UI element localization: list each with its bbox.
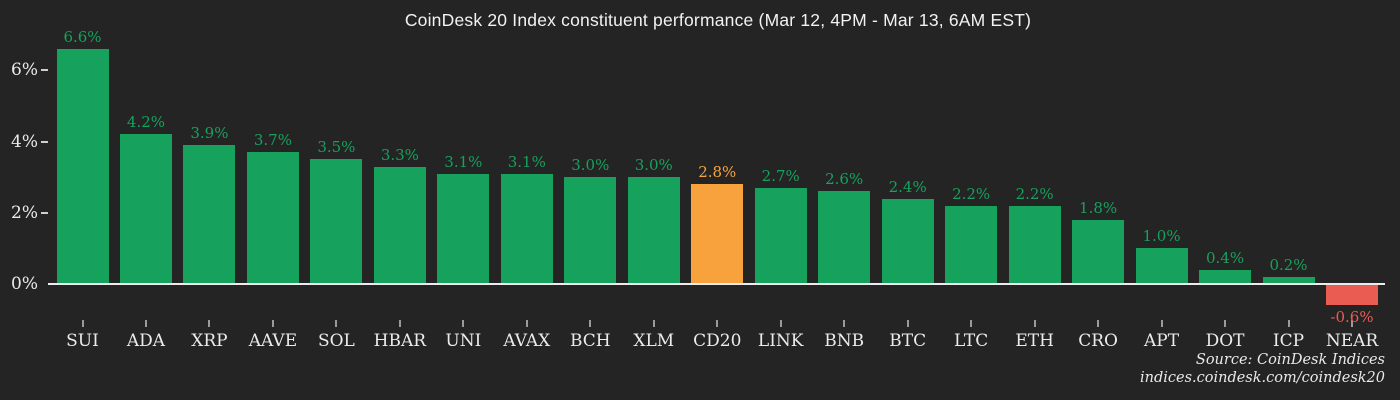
x-tick-mark <box>144 320 147 327</box>
bar-category-label-AAVE: AAVE <box>248 331 298 351</box>
bar-HBAR <box>373 166 426 284</box>
source-line-2: indices.coindesk.com/coindesk20 <box>1139 370 1385 386</box>
bar-category-label-DOT: DOT <box>1205 331 1245 351</box>
chart-title: CoinDesk 20 Index constituent performanc… <box>404 10 1032 30</box>
y-tick-label-6%: 6% <box>11 60 38 81</box>
bar-category-label-UNI: UNI <box>445 331 482 351</box>
x-tick-mark <box>1097 320 1100 327</box>
bar-category-label-CD20: CD20 <box>693 331 742 351</box>
bar-AVAX <box>500 173 553 284</box>
bar-value-label-BCH: 3.0% <box>571 156 610 175</box>
bar-value-label-AAVE: 3.7% <box>253 131 292 150</box>
bar-category-label-SOL: SOL <box>317 331 355 351</box>
bar-SUI <box>56 49 109 284</box>
bar-value-label-XLM: 3.0% <box>634 156 673 175</box>
y-tick-label-4%: 4% <box>11 131 38 152</box>
bar-value-label-CD20: 2.8% <box>698 163 737 182</box>
bar-value-label-NEAR: -0.6% <box>1330 308 1374 327</box>
bar-LINK <box>754 187 807 284</box>
bar-category-label-CRO: CRO <box>1078 331 1118 351</box>
bar-value-label-BTC: 2.4% <box>888 177 927 196</box>
bar-value-label-BNB: 2.6% <box>825 170 864 189</box>
bar-value-label-LINK: 2.7% <box>761 166 800 185</box>
bar-category-label-XRP: XRP <box>191 331 228 351</box>
bar-category-label-NEAR: NEAR <box>1325 331 1379 351</box>
x-tick-mark <box>589 320 592 327</box>
x-tick-mark <box>1351 320 1353 327</box>
bar-value-label-LTC: 2.2% <box>952 184 991 203</box>
bar-CRO <box>1072 219 1125 284</box>
bar-category-label-AVAX: AVAX <box>503 331 551 351</box>
bar-category-label-BCH: BCH <box>569 331 611 351</box>
bar-NEAR <box>1326 284 1378 306</box>
x-tick-mark <box>843 320 846 327</box>
bar-APT <box>1135 248 1188 284</box>
x-tick-mark <box>525 320 528 327</box>
source-line-1: Source: CoinDesk Indices <box>1195 352 1385 368</box>
bar-category-label-LINK: LINK <box>757 331 804 351</box>
bar-SOL <box>310 159 363 284</box>
x-tick-mark <box>906 320 909 327</box>
bar-value-label-ICP: 0.2% <box>1269 255 1308 274</box>
bar-CD20 <box>691 184 744 284</box>
bar-ETH <box>1008 205 1061 284</box>
bar-value-label-CRO: 1.8% <box>1079 198 1118 217</box>
bar-value-label-SOL: 3.5% <box>317 138 356 157</box>
x-tick-mark <box>81 320 84 327</box>
bar-category-label-ICP: ICP <box>1272 331 1305 351</box>
bar-ADA <box>119 134 172 284</box>
bar-ICP <box>1262 276 1315 284</box>
bar-XRP <box>183 145 236 284</box>
x-tick-mark <box>779 320 782 327</box>
bar-value-label-ADA: 4.2% <box>126 113 166 132</box>
bar-category-label-HBAR: HBAR <box>373 331 427 351</box>
bar-value-label-UNI: 3.1% <box>444 152 483 171</box>
bar-BTC <box>881 198 934 284</box>
bar-value-label-ETH: 2.2% <box>1015 184 1054 203</box>
y-tick-mark <box>41 211 48 214</box>
y-tick-label-2%: 2% <box>11 202 38 223</box>
bar-category-label-BNB: BNB <box>824 331 865 351</box>
bar-AAVE <box>246 152 299 284</box>
x-tick-mark <box>716 320 719 327</box>
bar-category-label-ETH: ETH <box>1015 331 1054 351</box>
x-tick-mark <box>208 320 211 327</box>
y-tick-mark <box>41 69 48 72</box>
x-tick-mark <box>462 320 465 327</box>
bar-XLM <box>627 177 680 284</box>
bar-LTC <box>945 205 998 284</box>
x-tick-mark <box>335 320 338 327</box>
bar-value-label-HBAR: 3.3% <box>380 145 419 164</box>
bar-category-label-XLM: XLM <box>633 331 675 351</box>
bar-UNI <box>437 173 490 284</box>
bar-category-label-LTC: LTC <box>954 331 989 351</box>
x-tick-mark <box>1033 320 1036 327</box>
bar-BCH <box>564 177 617 284</box>
bar-value-label-XRP: 3.9% <box>190 124 229 143</box>
x-tick-mark <box>1160 320 1163 327</box>
x-tick-mark <box>970 320 973 327</box>
bar-DOT <box>1199 269 1252 284</box>
x-tick-mark <box>1224 320 1227 327</box>
zero-baseline <box>48 283 1385 285</box>
bar-value-label-DOT: 0.4% <box>1205 248 1245 267</box>
bar-category-label-BTC: BTC <box>889 331 927 351</box>
bar-category-label-APT: APT <box>1144 331 1180 351</box>
x-tick-mark <box>1287 320 1290 327</box>
bar-category-label-ADA: ADA <box>126 331 166 351</box>
source-attribution: Source: CoinDesk Indices indices.coindes… <box>885 351 1385 387</box>
bar-category-label-SUI: SUI <box>66 331 99 351</box>
x-tick-mark <box>271 320 274 327</box>
bar-value-label-SUI: 6.6% <box>63 28 102 47</box>
bar-value-label-AVAX: 3.1% <box>507 152 546 171</box>
bar-value-label-APT: 1.0% <box>1142 227 1181 246</box>
y-tick-label-0%: 0% <box>11 274 38 294</box>
bar-BNB <box>818 191 871 284</box>
x-tick-mark <box>652 320 655 327</box>
y-tick-mark <box>41 140 48 143</box>
x-tick-mark <box>398 320 401 327</box>
